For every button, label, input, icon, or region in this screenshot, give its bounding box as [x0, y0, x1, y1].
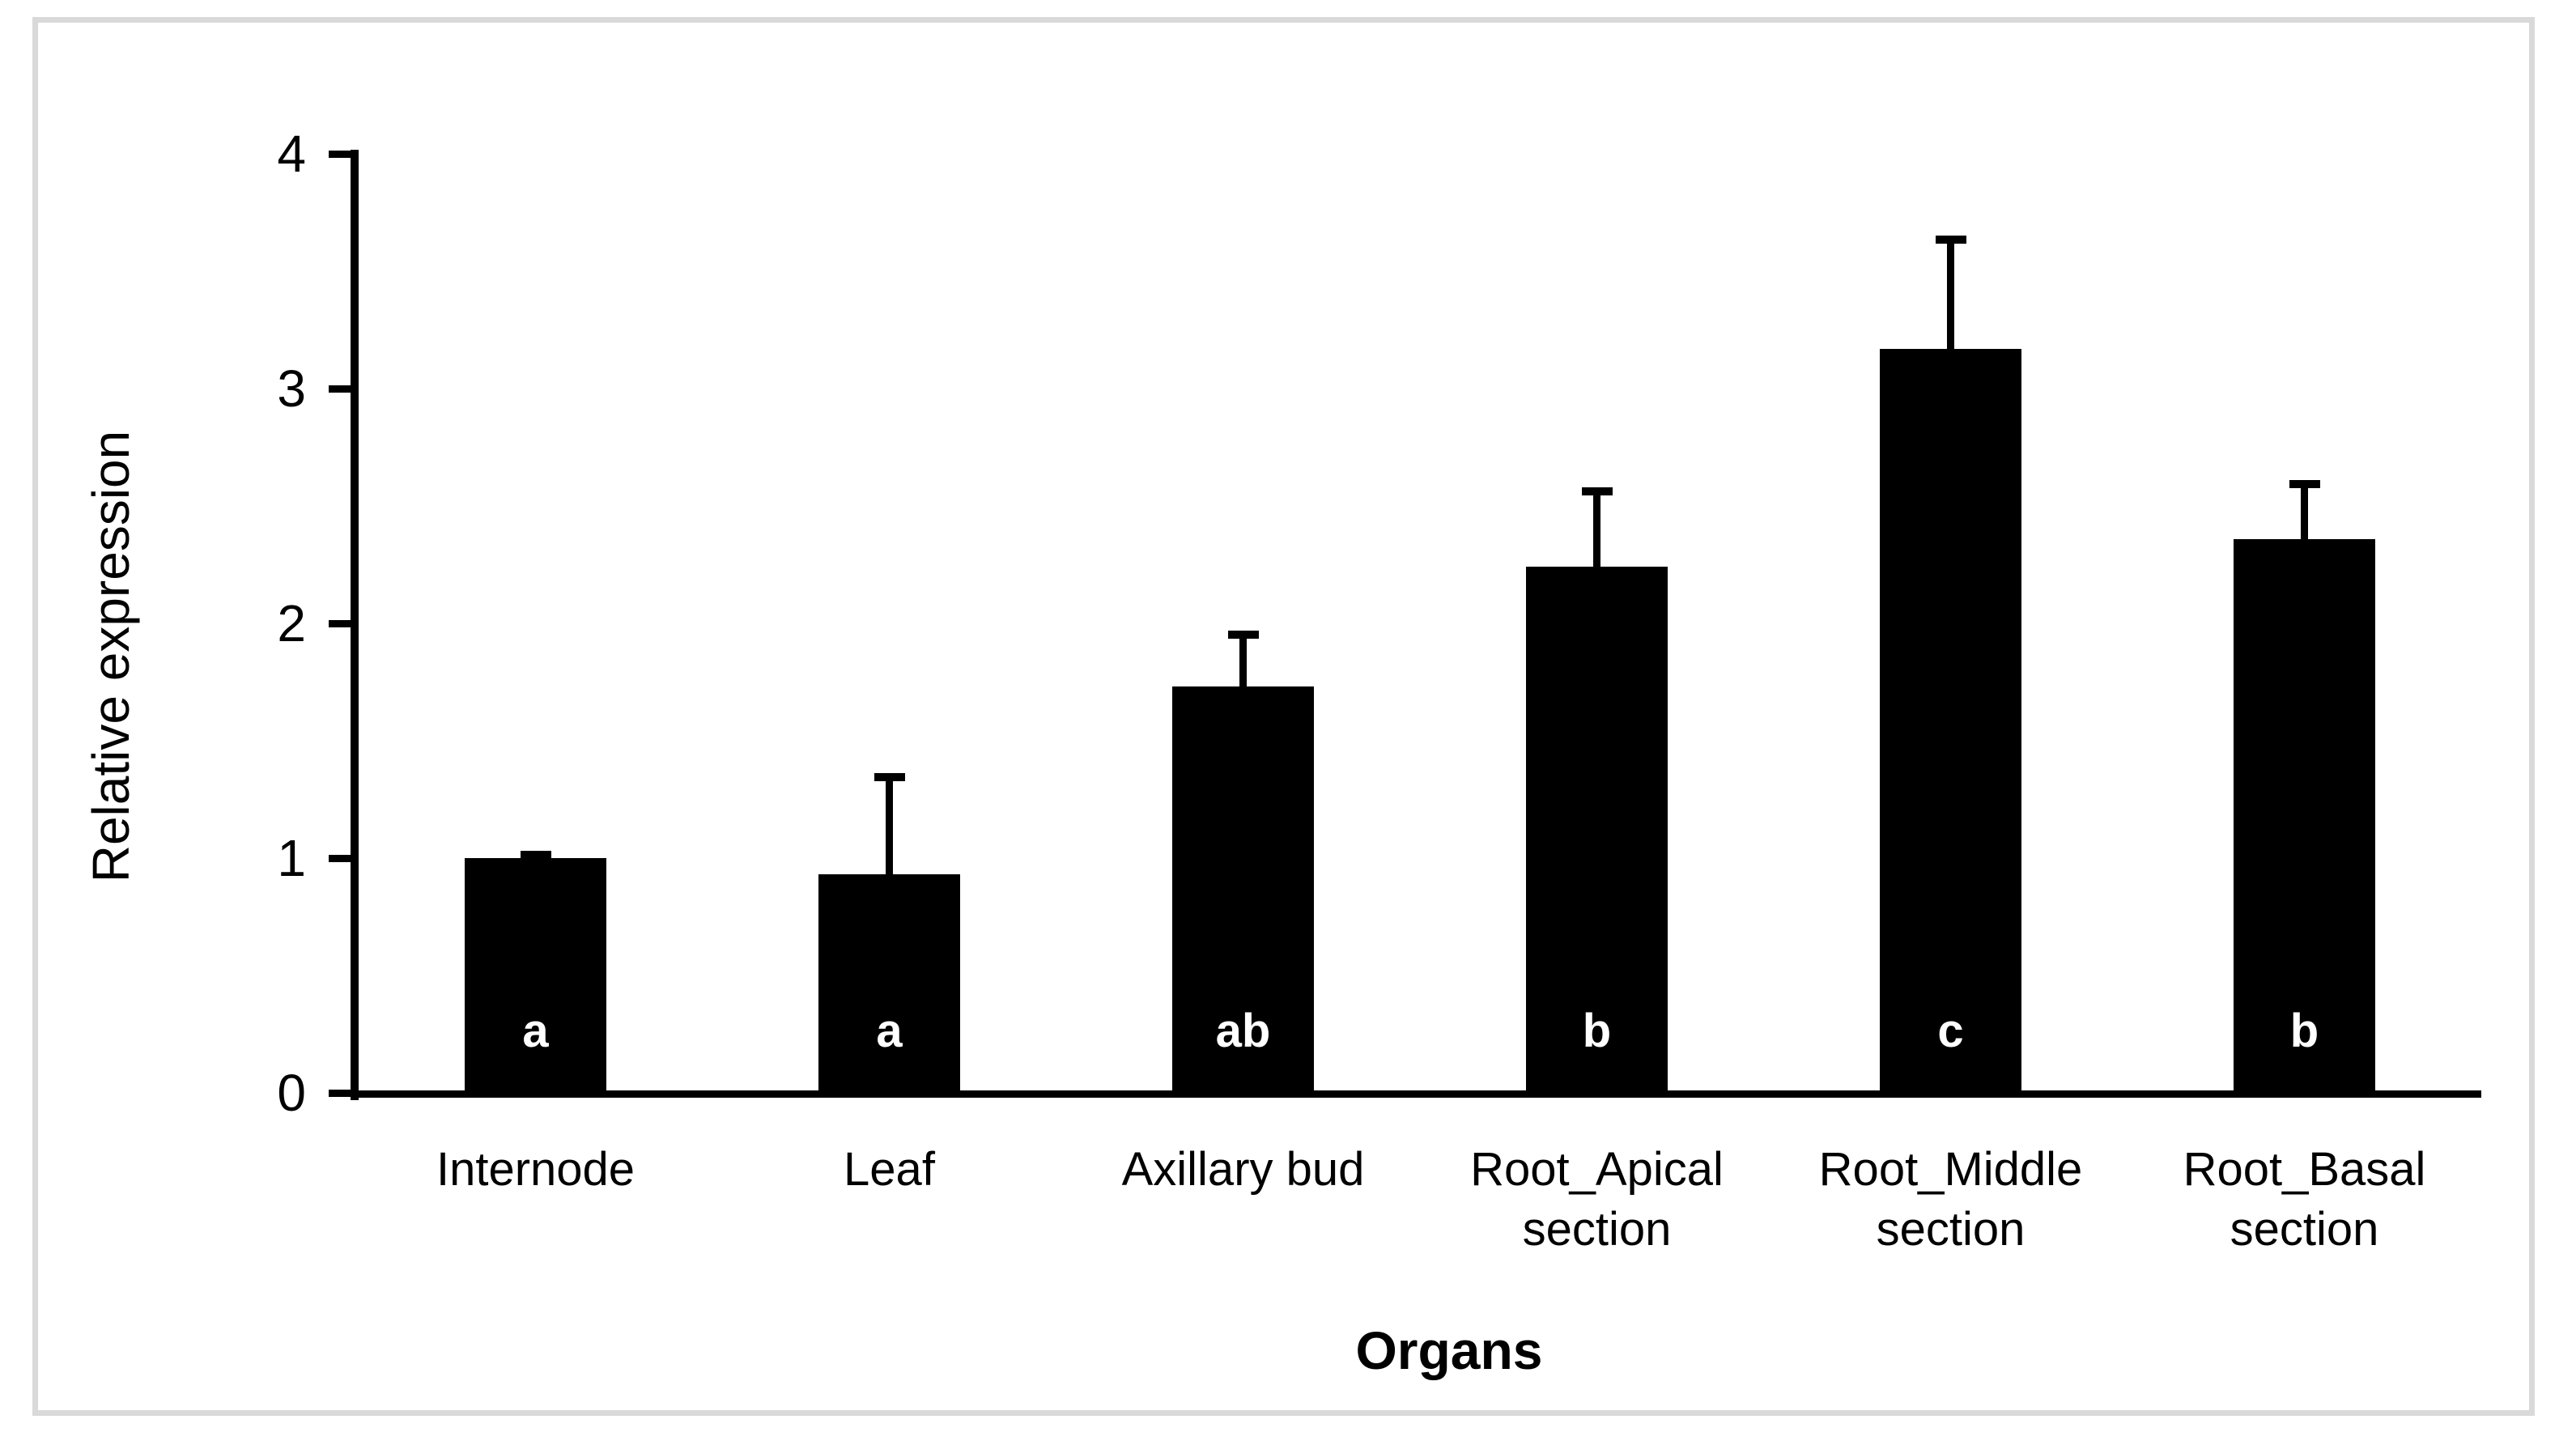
y-axis-tick-label: 0 — [277, 1064, 306, 1122]
y-axis-tick — [329, 620, 351, 627]
bar-root-basal-section — [2234, 538, 2375, 1096]
x-axis-category-label: Axillary bud — [1121, 1143, 1365, 1196]
error-bar-line — [1593, 491, 1600, 569]
error-bar-cap — [2289, 479, 2320, 488]
significance-letter: c — [1937, 1005, 1964, 1057]
error-bar-line — [1239, 635, 1247, 689]
y-axis-tick-label: 3 — [277, 359, 306, 418]
x-axis-category-label: Internode — [436, 1143, 635, 1196]
y-axis-tick — [329, 855, 351, 862]
x-axis-category-label: Root_Apical section — [1470, 1143, 1724, 1256]
error-bar-cap — [1227, 630, 1259, 639]
error-bar-line — [1947, 240, 1954, 351]
error-bar-cap — [1935, 236, 1966, 244]
error-bar-cap — [1581, 487, 1613, 495]
bar-internode — [465, 858, 606, 1096]
y-axis-tick-label: 4 — [277, 125, 306, 183]
y-axis-line — [351, 150, 359, 1100]
error-bar-cap — [520, 851, 551, 860]
x-axis-line — [351, 1090, 2481, 1098]
y-axis-tick — [329, 151, 351, 158]
x-axis-title: Organs — [1355, 1320, 1543, 1380]
bar-root-apical-section — [1526, 567, 1668, 1096]
significance-letter: a — [876, 1005, 903, 1057]
bar-axillary-bud — [1172, 686, 1314, 1096]
y-axis-title: Relative expression — [82, 430, 140, 883]
x-axis-category-label: Leaf — [844, 1143, 935, 1196]
bar-root-middle-section — [1880, 348, 2021, 1096]
x-axis-category-label: Root_Middle section — [1818, 1143, 2083, 1256]
y-axis-tick — [329, 1090, 351, 1097]
significance-letter: b — [2289, 1005, 2319, 1057]
error-bar-line — [2301, 484, 2308, 541]
y-axis-tick — [329, 385, 351, 393]
bar-leaf — [818, 874, 960, 1096]
significance-letter: a — [522, 1005, 549, 1057]
significance-letter: b — [1582, 1005, 1612, 1057]
error-bar-line — [886, 778, 893, 877]
figure-frame: 0 1 2 3 4 a Internode a Leaf ab Axillary bud b Root_… — [32, 17, 2535, 1416]
significance-letter: ab — [1215, 1005, 1271, 1057]
y-axis-tick-label: 2 — [277, 594, 306, 652]
y-axis-tick-label: 1 — [277, 829, 306, 887]
error-bar-cap — [874, 773, 905, 782]
x-axis-category-label: Root_Basal section — [2183, 1143, 2426, 1256]
